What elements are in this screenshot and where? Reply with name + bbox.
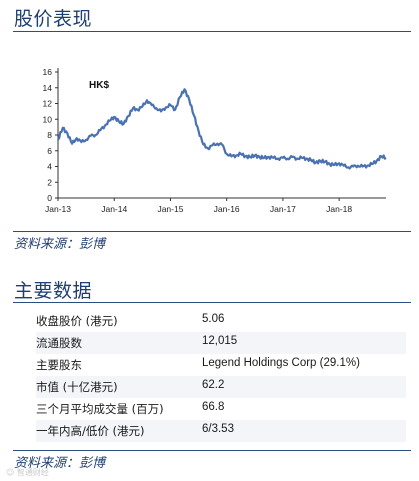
row-label: 收盘股价 (港元): [36, 314, 118, 328]
chart-source: 资料来源：彭博: [14, 237, 106, 252]
table-row: 流通股数 12,015: [36, 332, 406, 354]
table-row: 市值 (十亿港元) 62.2: [36, 376, 406, 398]
stock-performance-title: 股价表现: [14, 8, 93, 30]
row-value: 66.8: [202, 401, 225, 413]
x-tick-label: Jan-18: [326, 204, 352, 214]
y-tick-label: 14: [43, 83, 53, 93]
price-line: [57, 88, 387, 170]
key-data-title: 主要数据: [14, 280, 93, 302]
row-label: 三个月平均成交量 (百万): [36, 402, 164, 416]
y-tick-label: 12: [43, 99, 53, 109]
y-tick-label: 8: [47, 130, 52, 140]
key-data-divider: [13, 302, 411, 303]
x-tick-label: Jan-16: [214, 204, 240, 214]
table-row: 一年内高/低价 (港元) 6/3.53: [36, 420, 406, 442]
x-tick-label: Jan-13: [45, 204, 71, 214]
row-value: 6/3.53: [202, 423, 234, 435]
title-divider: [13, 31, 411, 32]
row-label: 主要股东: [36, 358, 82, 372]
y-tick-label: 6: [47, 146, 52, 156]
x-tick-label: Jan-17: [270, 204, 296, 214]
watermark: ☺ 智通财经: [6, 468, 49, 477]
stock-price-chart: 0 2 4 6 8 10 12 14 16 Jan-13 Jan-14 Jan-15 Jan-16 Ja…: [43, 67, 387, 214]
row-value: 12,015: [202, 335, 238, 347]
table-row: 主要股东 Legend Holdings Corp (29.1%): [36, 354, 406, 376]
currency-annotation: HK$: [89, 80, 109, 91]
row-label: 市值 (十亿港元): [36, 380, 118, 394]
y-tick-label: 2: [47, 177, 52, 187]
table-row: 三个月平均成交量 (百万) 66.8: [36, 398, 406, 420]
table-row: 收盘股价 (港元) 5.06: [36, 310, 406, 332]
y-tick-label: 10: [43, 114, 53, 124]
row-label: 一年内高/低价 (港元): [36, 424, 145, 438]
row-value: 5.06: [202, 313, 225, 325]
table-source: 资料来源：彭博: [14, 456, 106, 471]
y-tick-label: 0: [47, 193, 52, 203]
y-tick-label: 16: [43, 67, 53, 77]
table-bottom-divider: [13, 450, 411, 451]
row-value: Legend Holdings Corp (29.1%): [202, 357, 360, 369]
x-tick-label: Jan-14: [101, 204, 127, 214]
chart-bottom-divider: [13, 231, 411, 232]
y-tick-label: 4: [47, 162, 52, 172]
x-tick-label: Jan-15: [157, 204, 183, 214]
row-label: 流通股数: [36, 336, 82, 350]
row-value: 62.2: [202, 379, 225, 391]
